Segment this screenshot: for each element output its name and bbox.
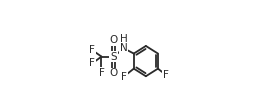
Text: F: F bbox=[99, 68, 104, 78]
Text: H: H bbox=[120, 34, 128, 44]
Text: O: O bbox=[109, 35, 118, 45]
Text: F: F bbox=[89, 58, 95, 68]
Text: F: F bbox=[121, 72, 127, 82]
Text: N: N bbox=[120, 43, 128, 53]
Text: F: F bbox=[89, 45, 95, 55]
Text: F: F bbox=[163, 70, 169, 80]
Text: O: O bbox=[109, 68, 118, 78]
Text: S: S bbox=[110, 52, 117, 62]
